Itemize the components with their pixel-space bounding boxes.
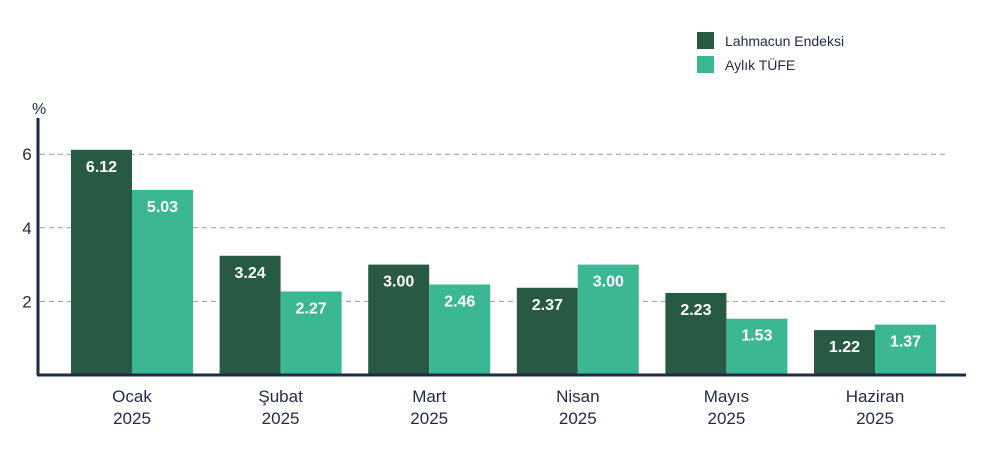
legend-label: Lahmacun Endeksi <box>725 33 844 49</box>
bar-lahmacun <box>665 292 727 375</box>
bar-tufe <box>577 264 639 375</box>
data-label: 2.37 <box>532 297 563 314</box>
y-tick-label: 2 <box>22 292 31 311</box>
x-category-month: Mart <box>412 387 446 406</box>
x-category-month: Nisan <box>556 387 599 406</box>
bar-tufe <box>429 284 491 375</box>
legend-label: Aylık TÜFE <box>725 56 795 73</box>
x-category-month: Mayıs <box>704 387 749 406</box>
legend: Lahmacun Endeksi Aylık TÜFE <box>697 32 844 73</box>
x-category-year: 2025 <box>707 409 745 428</box>
y-axis-unit: % <box>32 101 46 118</box>
data-label: 1.22 <box>829 339 860 356</box>
bar-lahmacun <box>71 149 132 375</box>
x-category-year: 2025 <box>410 409 448 428</box>
data-label: 3.00 <box>383 274 414 291</box>
bar-lahmacun <box>516 287 578 375</box>
y-tick-label: 4 <box>22 219 31 238</box>
x-category-year: 2025 <box>856 409 894 428</box>
data-label: 2.23 <box>680 302 711 319</box>
x-category-month: Haziran <box>846 387 905 406</box>
data-label: 1.53 <box>741 328 772 345</box>
x-category-year: 2025 <box>262 409 300 428</box>
bar-tufe <box>132 189 193 375</box>
x-category-month: Şubat <box>258 387 303 406</box>
x-category-month: Ocak <box>112 387 152 406</box>
bar-tufe <box>875 324 936 375</box>
gridlines <box>40 153 946 302</box>
data-label: 5.03 <box>147 199 178 216</box>
x-category-year: 2025 <box>559 409 597 428</box>
legend-swatch <box>697 32 714 49</box>
data-label: 2.46 <box>444 293 475 310</box>
data-label: 2.27 <box>296 300 327 317</box>
data-label: 3.24 <box>235 265 266 282</box>
data-label: 1.37 <box>890 334 921 351</box>
legend-swatch <box>697 56 714 73</box>
bar-lahmacun <box>368 264 430 375</box>
bars: 6.12 5.03 3.24 2.27 3.00 2.46 2.37 3.00 2.23 1.53… <box>71 149 936 375</box>
axes: % <box>32 101 966 377</box>
y-tick-labels: 2 4 6 <box>22 145 31 311</box>
x-category-year: 2025 <box>113 409 151 428</box>
bar-lahmacun <box>814 330 875 375</box>
bar-lahmacun <box>219 255 281 375</box>
bar-tufe <box>280 291 342 375</box>
x-category-labels: Ocak 2025 Şubat 2025 Mart 2025 Nisan 2025 Mayıs 2… <box>112 387 904 428</box>
data-label: 3.00 <box>593 274 624 291</box>
bar-tufe <box>726 318 788 375</box>
data-label: 6.12 <box>86 159 117 176</box>
y-tick-label: 6 <box>22 145 31 164</box>
